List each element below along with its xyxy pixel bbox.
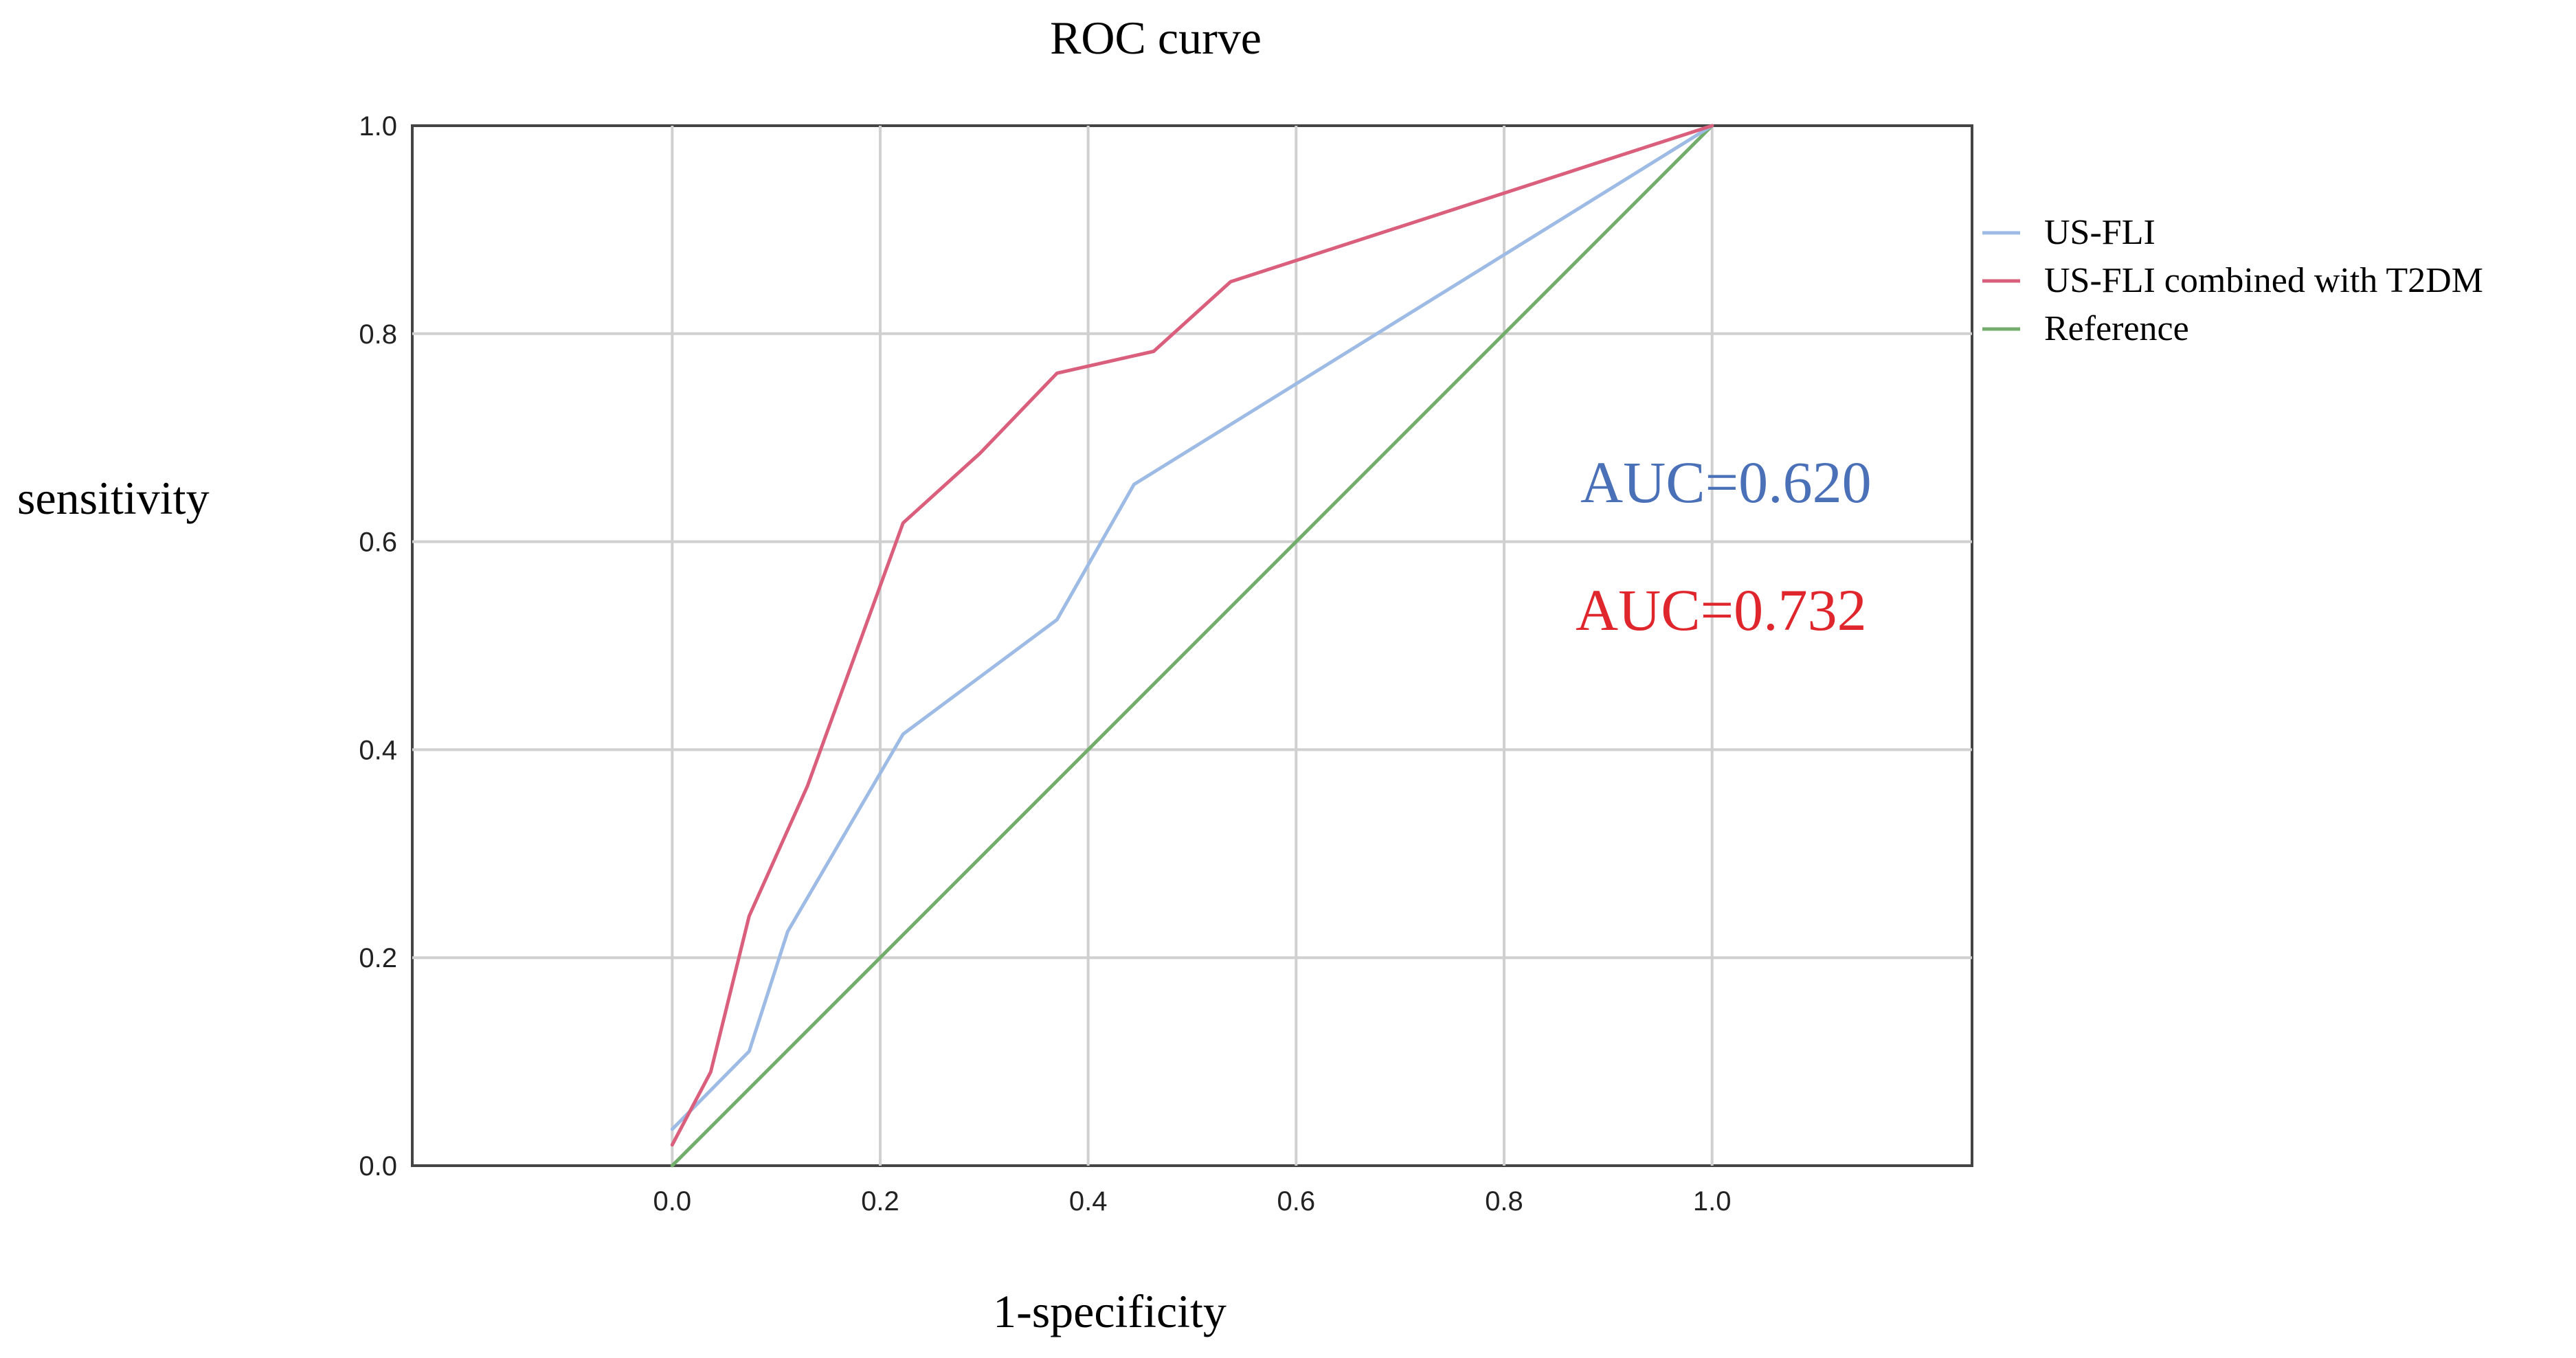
legend-box <box>1973 197 2576 362</box>
y-axis-label: sensitivity <box>17 472 210 524</box>
chart-title: ROC curve <box>1050 12 1262 64</box>
plot-area <box>411 124 1973 1167</box>
y-tick-labels: 0.0 0.2 0.4 0.6 0.8 1.0 <box>359 111 397 1181</box>
y-tick-label: 1.0 <box>359 111 397 142</box>
y-tick-label: 0.0 <box>359 1151 397 1181</box>
y-tick-label: 0.8 <box>359 319 397 350</box>
y-tick-label: 0.4 <box>359 735 397 765</box>
legend-label-combined: US-FLI combined with T2DM <box>2044 261 2483 300</box>
legend-label-us-fli: US-FLI <box>2044 213 2155 252</box>
series-lines <box>670 124 1714 1168</box>
x-tick-label: 0.6 <box>1277 1186 1316 1216</box>
auc-annotation-us-fli: AUC=0.620 <box>1580 449 1872 515</box>
x-tick-label: 0.8 <box>1485 1186 1523 1216</box>
x-tick-label: 1.0 <box>1693 1186 1732 1216</box>
auc-annotation-combined: AUC=0.732 <box>1576 577 1867 643</box>
x-tick-labels: 0.0 0.2 0.4 0.6 0.8 1.0 <box>653 1186 1732 1216</box>
y-tick-label: 0.6 <box>359 528 397 558</box>
legend-label-reference: Reference <box>2044 309 2189 348</box>
x-tick-label: 0.4 <box>1069 1186 1108 1216</box>
x-tick-label: 0.2 <box>861 1186 899 1216</box>
series-line-us-fli-combined-with-t2dm <box>670 124 1714 1147</box>
x-axis-label: 1-specificity <box>993 1285 1227 1337</box>
y-tick-label: 0.2 <box>359 943 397 973</box>
legend: US-FLI US-FLI combined with T2DM Referen… <box>1973 197 2576 362</box>
series-line-us-fli <box>670 124 1714 1131</box>
series-line-reference <box>670 124 1714 1168</box>
grid-lines <box>412 126 1972 1166</box>
x-tick-label: 0.0 <box>653 1186 692 1216</box>
